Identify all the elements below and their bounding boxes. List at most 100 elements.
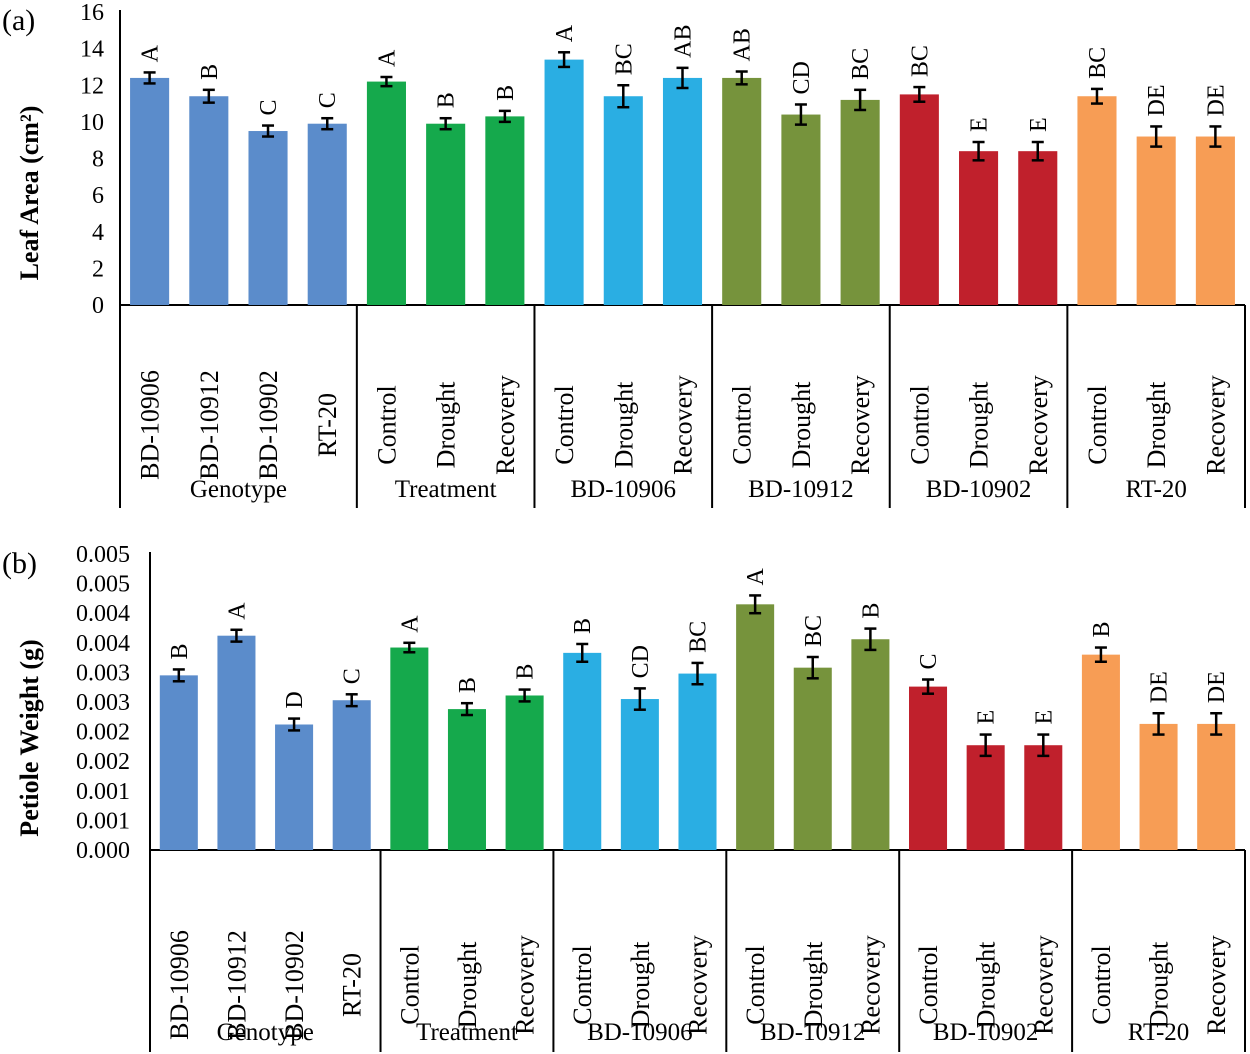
significance-label: E [1026, 117, 1052, 132]
group-label: BD-10902 [933, 1019, 1039, 1046]
bar [159, 675, 198, 850]
category-label: Drought [1145, 941, 1174, 1028]
category-label: Control [741, 945, 770, 1024]
bar [505, 695, 544, 850]
bar [793, 667, 832, 850]
significance-label: AB [730, 28, 756, 61]
panel-b-y-tick-label: 0.004 [76, 631, 130, 657]
bar [899, 94, 939, 305]
category-label: Control [395, 945, 424, 1024]
panel-b-y-tick-label: 0.002 [76, 749, 130, 775]
significance-label: BC [686, 621, 712, 653]
panel-a-y-tick-label: 12 [80, 73, 104, 99]
significance-label: BC [611, 43, 637, 75]
panel-a-y-axis-label: Leaf Area (cm²) [15, 106, 44, 281]
bar [909, 686, 948, 850]
group-label: Genotype [217, 1019, 314, 1046]
group-label: Genotype [190, 476, 287, 503]
significance-label: CD [789, 61, 815, 94]
panel-a-y-tick-label: 4 [92, 220, 104, 246]
category-label: Recovery [511, 935, 540, 1035]
panel-b-y-tick-label: 0.003 [76, 660, 130, 686]
category-label: Drought [787, 381, 816, 468]
bar [603, 96, 643, 305]
group-label: RT-20 [1125, 476, 1186, 503]
significance-label: B [570, 618, 596, 634]
category-label: Control [550, 385, 579, 464]
bar [959, 151, 999, 305]
significance-label: DE [1203, 84, 1229, 116]
panel-a-y-tick-label: 8 [92, 147, 104, 173]
group-label: BD-10912 [748, 476, 854, 503]
category-label: Control [1087, 945, 1116, 1024]
group-label: BD-10912 [760, 1019, 866, 1046]
bar [1018, 151, 1058, 305]
bar [189, 96, 229, 305]
panel-b-y-tick-label: 0.000 [76, 838, 130, 864]
bar [620, 699, 659, 850]
bar [390, 647, 429, 850]
significance-label: D [282, 691, 308, 708]
bar [678, 673, 717, 850]
significance-label: A [138, 44, 164, 62]
group-label: Treatment [395, 476, 497, 503]
bar [217, 635, 256, 850]
bar [662, 77, 703, 305]
category-label: Drought [1142, 381, 1171, 468]
panel-b-y-tick-label: 0.001 [76, 808, 130, 834]
significance-label: C [315, 92, 341, 108]
bar [1195, 136, 1235, 305]
category-label: Drought [799, 941, 828, 1028]
category-label: Drought [609, 381, 638, 468]
bar [366, 81, 406, 306]
panel-a-plot-area: 0 2 4 6 8 10 12 14 16 A BD-10906 B BD-10912 C BD-10902… [80, 0, 1246, 508]
panel-a-y-tick-label: 10 [80, 110, 104, 136]
category-label: BD-10906 [165, 930, 194, 1040]
bar [332, 700, 371, 850]
significance-label: B [434, 92, 460, 108]
bar [1136, 136, 1176, 305]
bar [851, 639, 890, 850]
significance-label: DE [1144, 84, 1170, 116]
bar [485, 116, 525, 305]
significance-label: C [340, 668, 366, 684]
category-label: Recovery [491, 375, 520, 475]
category-label: Control [1083, 385, 1112, 464]
significance-label: A [374, 49, 400, 67]
bar [1077, 96, 1117, 305]
panel-a-y-tick-label: 0 [92, 293, 104, 319]
category-label: Control [728, 385, 757, 464]
panel-b-petiole-weight-chart: (b) Petiole Weight (g) 0.0000.0010.0010.… [2, 542, 1246, 1052]
bar [1197, 723, 1236, 850]
panel-b-y-tick-label: 0.005 [76, 542, 130, 568]
panel-b-y-tick-label: 0.004 [76, 601, 130, 627]
significance-label: C [256, 100, 282, 116]
category-label: Control [914, 945, 943, 1024]
category-label: BD-10912 [222, 930, 251, 1040]
bar [1081, 654, 1120, 850]
panel-a-y-tick-label: 6 [92, 183, 104, 209]
significance-label: A [743, 567, 769, 585]
significance-label: A [224, 602, 250, 620]
significance-label: B [513, 664, 539, 680]
significance-label: E [1031, 710, 1057, 725]
bar [307, 123, 347, 305]
panel-a-y-tick-label: 14 [80, 37, 104, 63]
panel-a-y-tick-label: 2 [92, 256, 104, 282]
significance-label: BC [907, 45, 933, 77]
category-label: Drought [626, 941, 655, 1028]
category-label: Recovery [856, 935, 885, 1035]
panel-a-leaf-area-chart: (a) Leaf Area (cm²) 0 2 4 6 8 10 12 14 16 A BD-109… [2, 0, 1246, 508]
category-label: Drought [432, 381, 461, 468]
bar [447, 709, 486, 850]
significance-label: DE [1147, 671, 1173, 703]
category-label: RT-20 [313, 393, 342, 457]
category-label: BD-10906 [136, 370, 165, 480]
bar [275, 724, 314, 850]
panel-a-label: (a) [2, 4, 35, 37]
category-label: Recovery [846, 375, 875, 475]
significance-label: A [397, 615, 423, 633]
significance-label: B [167, 643, 193, 659]
bar [544, 59, 584, 305]
